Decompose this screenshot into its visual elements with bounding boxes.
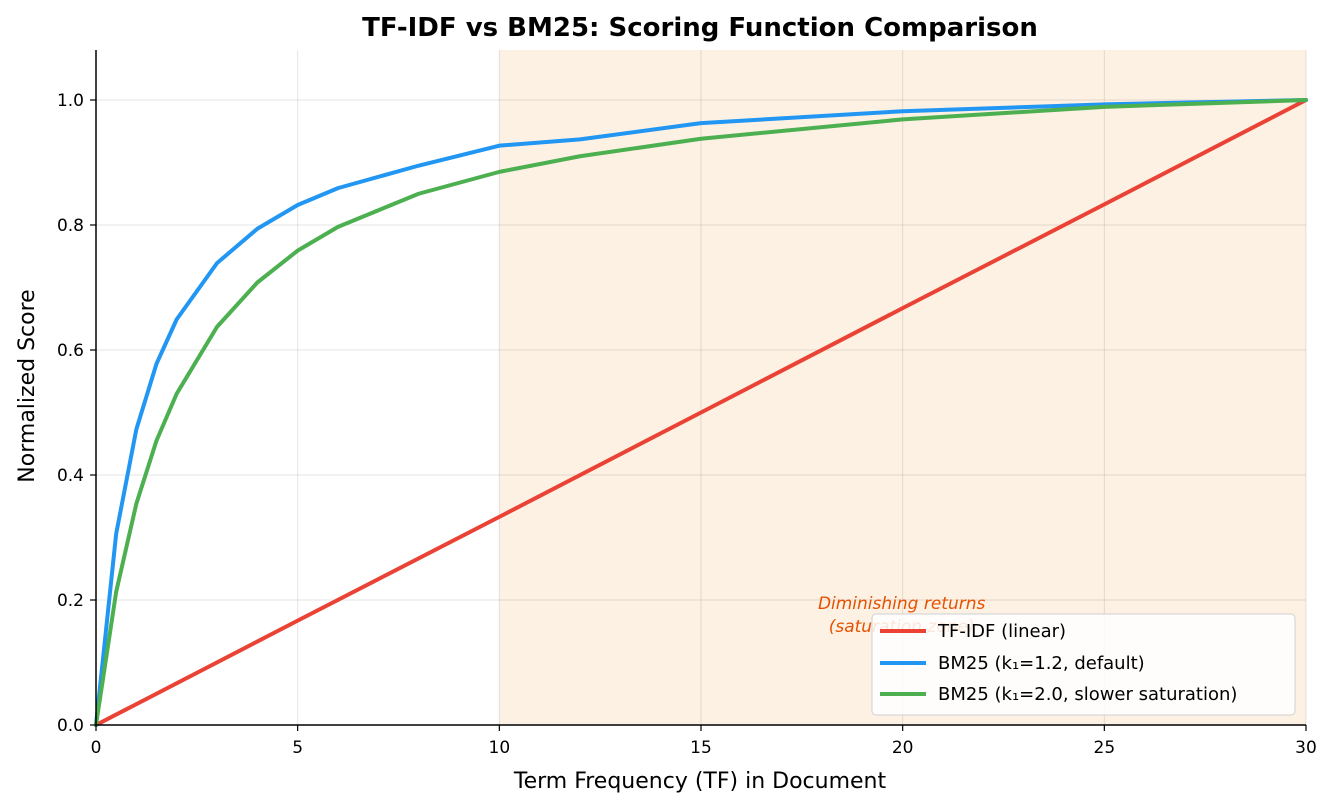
series-line-0: [94, 98, 1308, 727]
x-tick-label: 0: [91, 738, 102, 758]
annotation-line-1: Diminishing returns: [818, 594, 986, 614]
legend-label-bm25-default: BM25 (k₁=1.2, default): [938, 653, 1145, 674]
x-tick-label: 15: [690, 738, 712, 758]
grid-layer: [96, 50, 1307, 725]
y-tick-label: 0.4: [57, 466, 84, 486]
y-axis-title: Normalized Score: [15, 289, 40, 482]
series-line-2: [94, 98, 1308, 727]
x-tick-label: 25: [1094, 738, 1116, 758]
ticks-layer: 0 5 10 15 20 25 30 0.0 0.2 0.4 0.6 0.8 1.0: [57, 91, 1317, 758]
y-tick-label: 1.0: [57, 91, 84, 111]
shaded-region-layer: [499, 50, 1306, 725]
y-tick-label: 0.0: [57, 716, 84, 736]
x-tick-label: 10: [489, 738, 511, 758]
x-axis-title: Term Frequency (TF) in Document: [513, 769, 887, 794]
legend-box: [871, 613, 1296, 716]
series-layer: [94, 98, 1308, 727]
legend-label-tfidf: TF-IDF (linear): [937, 621, 1066, 642]
y-tick-label: 0.6: [57, 341, 84, 361]
legend-label-bm25-slow: BM25 (k₁=2.0, slower saturation): [938, 684, 1237, 705]
y-tick-label: 0.2: [57, 591, 84, 611]
x-tick-label: 20: [892, 738, 914, 758]
x-tick-label: 5: [292, 738, 303, 758]
y-tick-label: 0.8: [57, 216, 84, 236]
chart-title: TF-IDF vs BM25: Scoring Function Compari…: [362, 13, 1038, 43]
x-tick-label: 30: [1295, 738, 1317, 758]
series-line-1: [94, 98, 1308, 727]
legend: TF-IDF (linear) BM25 (k₁=1.2, default) B…: [871, 613, 1296, 716]
saturation-zone-shade: [499, 50, 1306, 725]
